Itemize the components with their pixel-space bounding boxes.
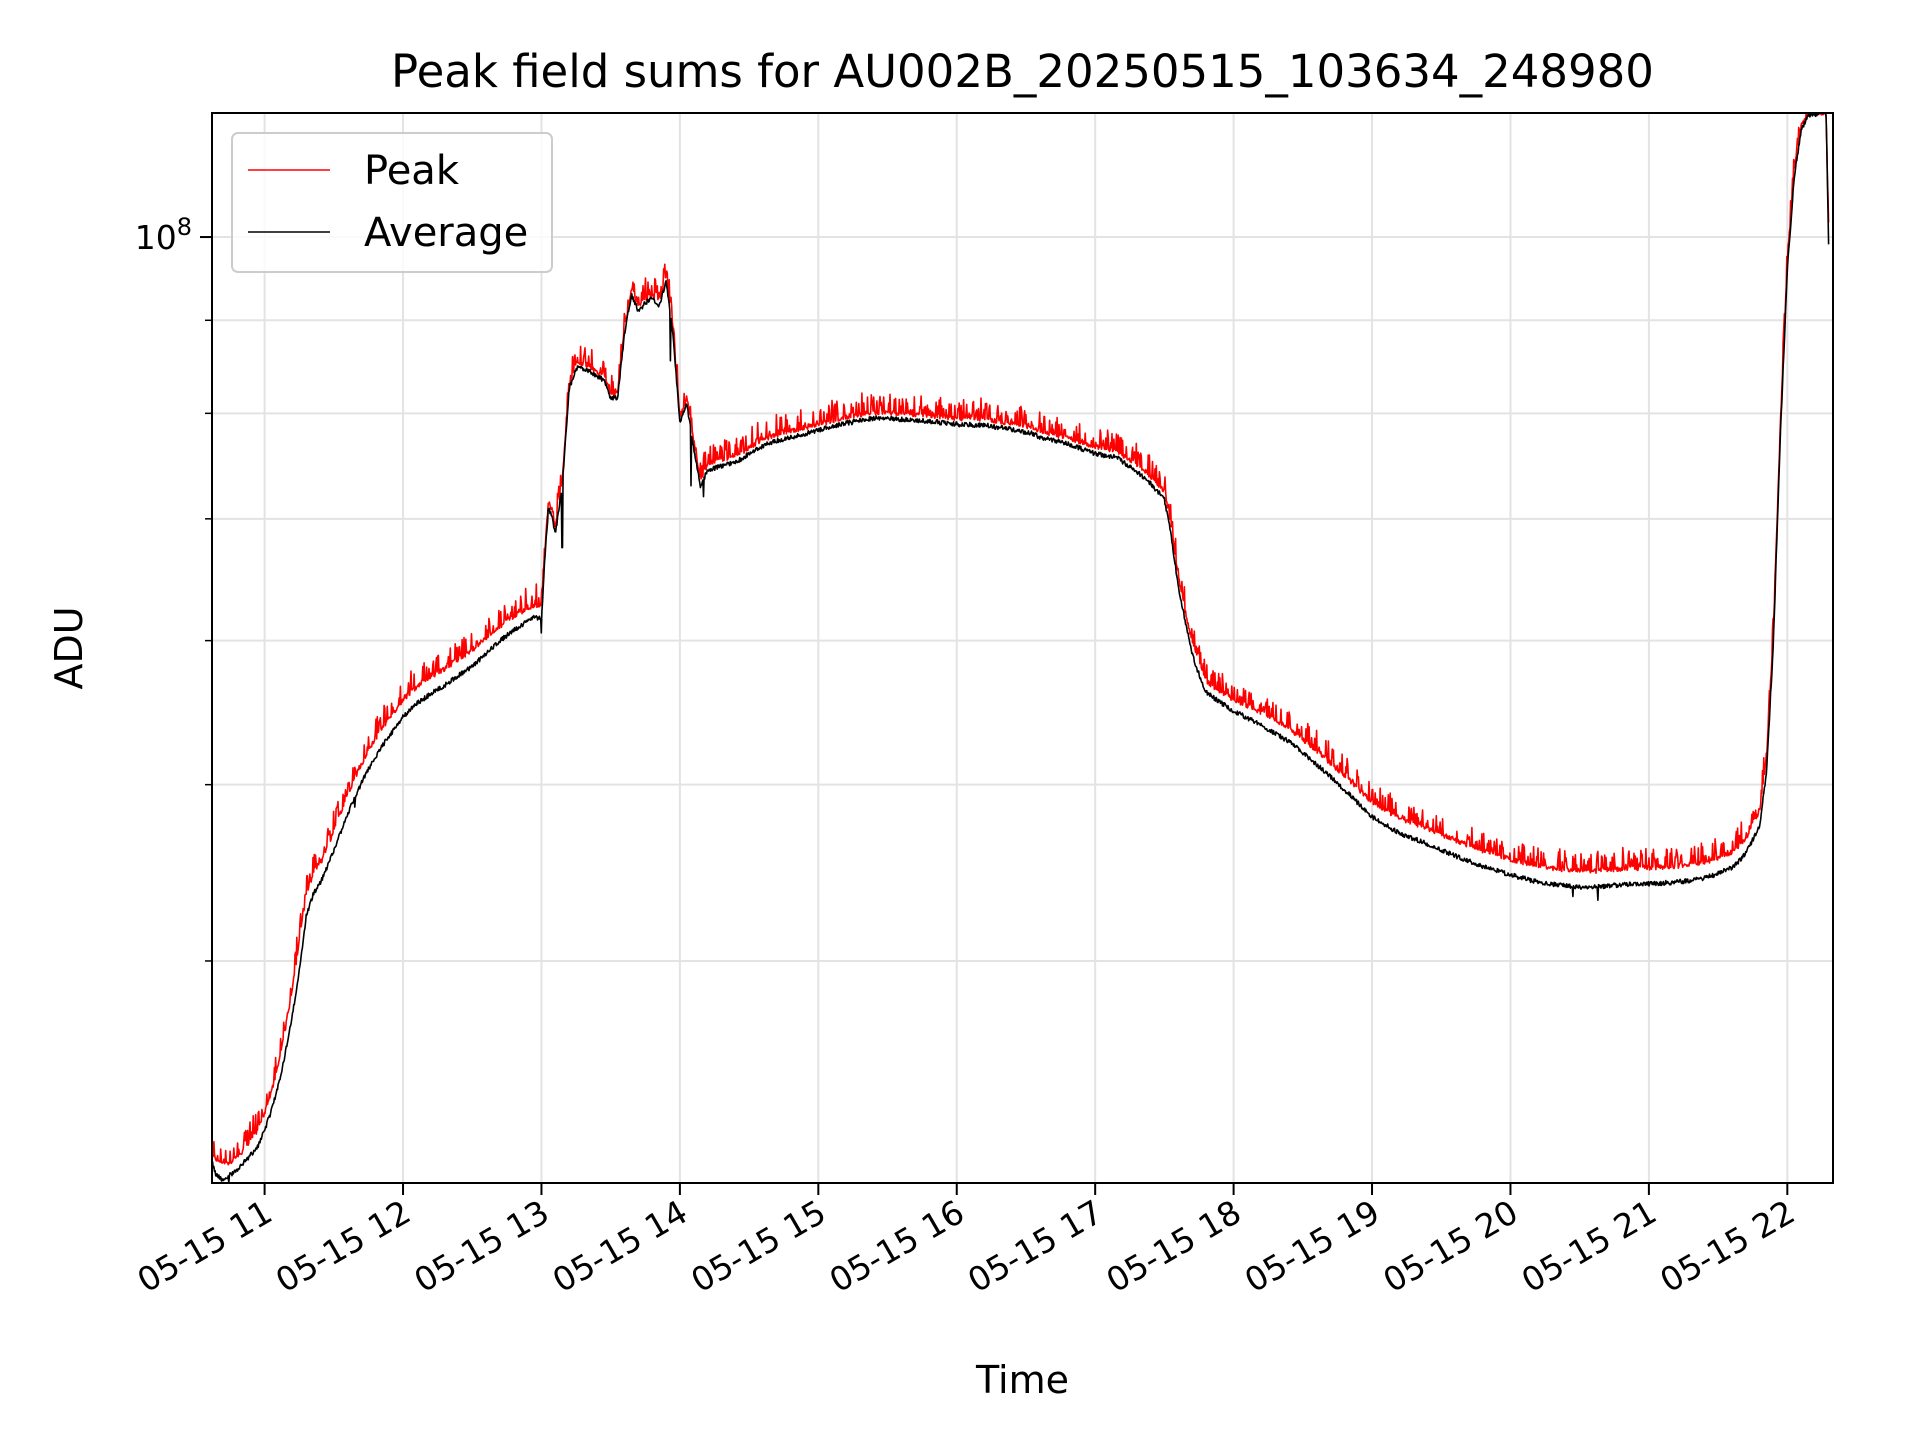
series-peak-line [211, 112, 1830, 1166]
x-tick-label: 05-15 14 [546, 1192, 694, 1300]
x-tick-label: 05-15 20 [1376, 1192, 1524, 1300]
x-tick-label: 05-15 16 [823, 1192, 971, 1300]
x-axis-label: Time [975, 1358, 1069, 1402]
legend-box [231, 132, 553, 273]
x-tick-label: 05-15 21 [1515, 1192, 1663, 1300]
x-tick-label: 05-15 15 [684, 1192, 832, 1300]
x-tick-label: 05-15 22 [1653, 1192, 1801, 1300]
series-lines [211, 112, 1830, 1184]
chart-title: Peak field sums for AU002B_20250515_1036… [391, 45, 1654, 98]
legend-label-average: Average [364, 210, 528, 256]
x-tick-label: 05-15 13 [407, 1192, 555, 1300]
x-tick-label: 05-15 12 [269, 1192, 417, 1300]
x-tick-label: 05-15 19 [1238, 1192, 1386, 1300]
series-average-line [211, 112, 1830, 1184]
x-tick-label: 05-15 18 [1100, 1192, 1248, 1300]
x-tick-label: 05-15 11 [131, 1192, 279, 1300]
y-tick-label: 108 [135, 213, 192, 257]
legend-label-peak: Peak [364, 148, 460, 194]
plot-frame [211, 112, 1834, 1184]
x-tick-label: 05-15 17 [961, 1192, 1109, 1300]
y-axis-label: ADU [47, 606, 91, 689]
legend: Peak Average [231, 132, 553, 273]
